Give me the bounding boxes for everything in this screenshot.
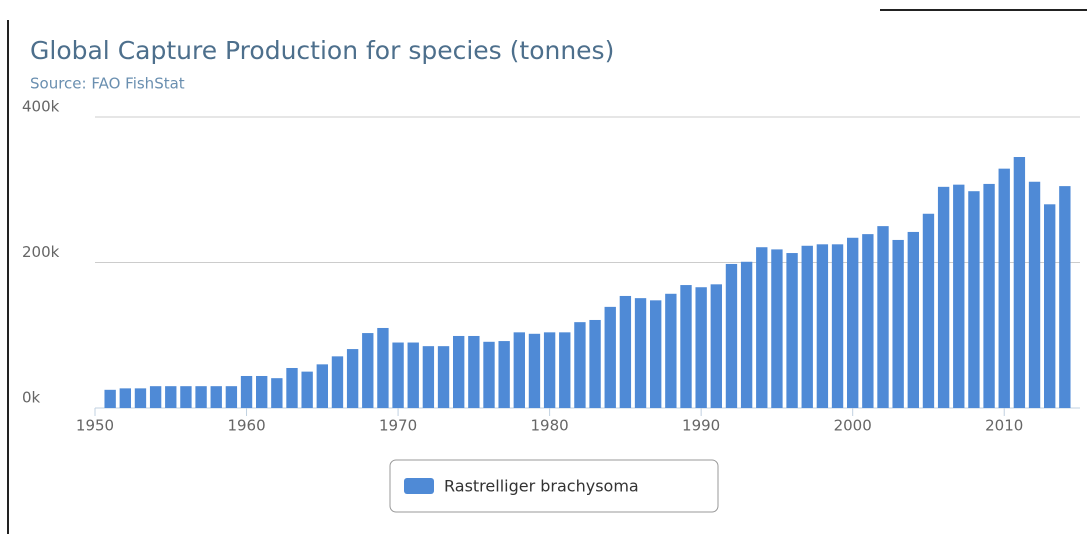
bar	[665, 293, 677, 408]
bar	[756, 247, 768, 408]
y-tick-label: 400k	[22, 98, 60, 116]
bar	[165, 386, 177, 408]
bar	[801, 245, 813, 408]
bar	[483, 341, 495, 408]
bar	[968, 191, 980, 408]
bar	[1028, 181, 1041, 408]
bar	[922, 213, 935, 408]
bar	[998, 168, 1010, 408]
bar	[816, 244, 829, 408]
bar	[589, 319, 601, 408]
bar	[240, 375, 253, 408]
bar	[862, 234, 874, 408]
bar	[286, 367, 298, 408]
y-tick-label: 200k	[22, 243, 60, 261]
bar	[119, 388, 131, 408]
bar	[725, 263, 738, 408]
bar	[619, 295, 632, 408]
bar	[740, 261, 753, 408]
y-tick-label: 0k	[22, 389, 41, 407]
bar	[225, 386, 238, 408]
x-tick-label: 2010	[985, 417, 1023, 435]
bar	[634, 298, 647, 408]
x-tick-label: 1990	[682, 417, 720, 435]
legend	[389, 459, 719, 513]
bar	[468, 335, 480, 408]
bar	[877, 226, 889, 408]
legend-symbol	[404, 478, 434, 494]
bar	[983, 183, 995, 408]
bar	[650, 300, 662, 408]
bar	[210, 386, 222, 408]
bar	[847, 237, 859, 408]
bar	[695, 287, 707, 408]
bar	[1059, 186, 1071, 408]
bar	[453, 335, 465, 408]
chart-subtitle: Source: FAO FishStat	[30, 75, 185, 93]
bar	[513, 332, 525, 408]
bar	[831, 244, 844, 408]
bar	[1013, 157, 1026, 408]
bar	[195, 386, 207, 408]
bar	[710, 284, 722, 408]
bar	[377, 327, 389, 408]
bar	[771, 249, 783, 408]
bar	[331, 356, 344, 408]
bar	[953, 184, 965, 408]
bar	[559, 332, 571, 408]
bar	[528, 333, 541, 408]
bar	[180, 386, 192, 408]
bar	[256, 375, 268, 408]
bar	[907, 231, 919, 408]
bar	[316, 364, 328, 408]
bar	[271, 378, 283, 408]
bar	[346, 349, 359, 408]
bar	[301, 371, 313, 408]
chart-title: Global Capture Production for species (t…	[30, 36, 614, 65]
bar	[437, 346, 450, 408]
bar	[362, 333, 374, 408]
bar	[134, 388, 147, 408]
bar	[422, 346, 435, 408]
bar	[892, 239, 904, 408]
bar	[574, 322, 586, 408]
bar	[543, 332, 556, 408]
bar	[604, 306, 616, 408]
x-tick-label: 1980	[531, 417, 569, 435]
bar	[937, 186, 950, 408]
x-tick-label: 1960	[227, 417, 265, 435]
bar	[392, 342, 404, 408]
bar	[407, 342, 419, 408]
bar	[104, 389, 116, 408]
x-tick-label: 1970	[379, 417, 417, 435]
x-tick-label: 1950	[76, 417, 114, 435]
x-tick-label: 2000	[834, 417, 872, 435]
bar	[149, 386, 162, 408]
bar	[680, 285, 692, 408]
legend-label: Rastrelliger brachysoma	[444, 477, 639, 496]
bar	[1044, 204, 1056, 408]
bar	[786, 253, 798, 408]
bar	[498, 341, 510, 408]
